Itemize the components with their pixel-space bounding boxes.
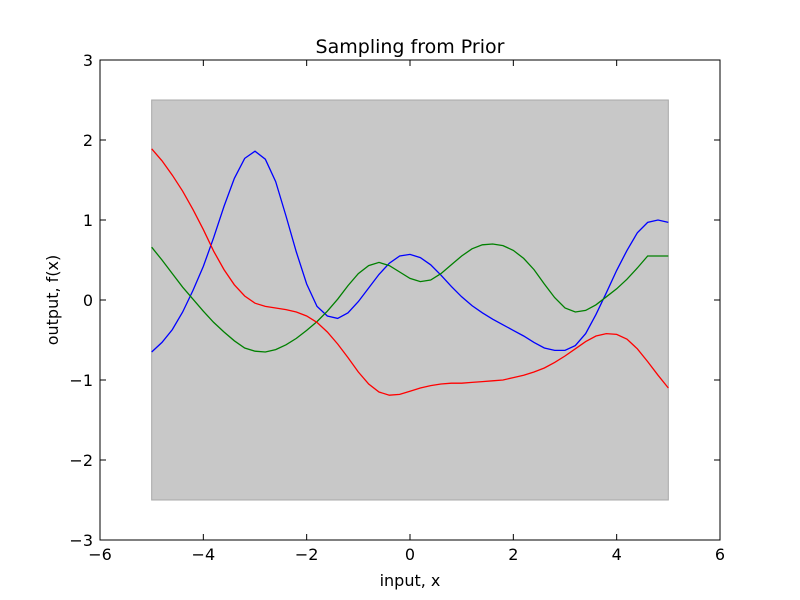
series-line-3 bbox=[151, 148, 669, 396]
x-axis-title: input, x bbox=[380, 571, 441, 590]
series-line-2 bbox=[151, 243, 669, 353]
y-axis-title: output, f(x) bbox=[43, 255, 62, 346]
chart-title: Sampling from Prior bbox=[316, 36, 505, 58]
y-tick-label: −2 bbox=[69, 451, 93, 470]
x-tick-label: 4 bbox=[612, 545, 622, 564]
y-tick-label: 2 bbox=[83, 131, 93, 150]
tick-layer: −6 −4 −2 0 2 4 6 −3 −2 −1 0 1 2 3 bbox=[69, 51, 725, 564]
y-tick-label: −3 bbox=[69, 531, 93, 550]
x-tick-label: −4 bbox=[192, 545, 216, 564]
x-tick-label: −2 bbox=[295, 545, 319, 564]
x-tick-label: 6 bbox=[715, 545, 725, 564]
x-tick-label: 2 bbox=[508, 545, 518, 564]
y-tick-label: 1 bbox=[83, 211, 93, 230]
x-tick-label: 0 bbox=[405, 545, 415, 564]
y-tick-label: −1 bbox=[69, 371, 93, 390]
shaded-band bbox=[151, 99, 669, 501]
y-tick-label: 3 bbox=[83, 51, 93, 70]
x-tick-label: −6 bbox=[88, 545, 112, 564]
y-tick-label: 0 bbox=[83, 291, 93, 310]
series-line-1 bbox=[151, 150, 669, 353]
series-layer bbox=[151, 148, 669, 396]
